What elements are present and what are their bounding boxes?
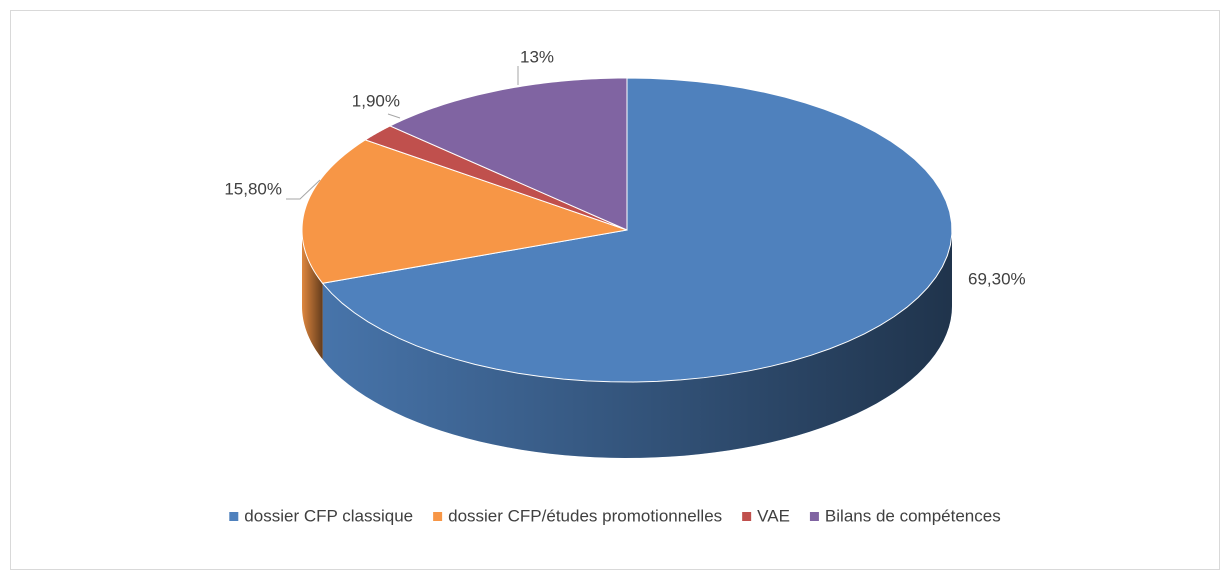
data-label: 15,80% <box>224 179 282 198</box>
data-label: 1,90% <box>352 91 400 110</box>
legend-swatch <box>742 512 752 521</box>
slice-side-shade <box>322 230 952 458</box>
legend: dossier CFP classique dossier CFP/études … <box>229 506 1001 525</box>
slice <box>364 125 628 231</box>
leader-line <box>387 113 401 119</box>
data-label: 13% <box>520 47 554 66</box>
slice <box>388 77 628 231</box>
legend-swatch <box>433 512 443 521</box>
legend-label: VAE <box>757 506 790 525</box>
legend-swatch <box>229 512 239 521</box>
data-label: 69,30% <box>968 269 1026 288</box>
legend-label: dossier CFP classique <box>244 506 413 525</box>
leader-line <box>286 179 321 200</box>
slice-side-shade <box>302 230 323 360</box>
legend-label: Bilans de compétences <box>825 506 1001 525</box>
legend-swatch <box>809 512 819 521</box>
slice <box>321 77 953 383</box>
legend-label: dossier CFP/études promotionnelles <box>448 506 722 525</box>
slice <box>301 139 628 284</box>
